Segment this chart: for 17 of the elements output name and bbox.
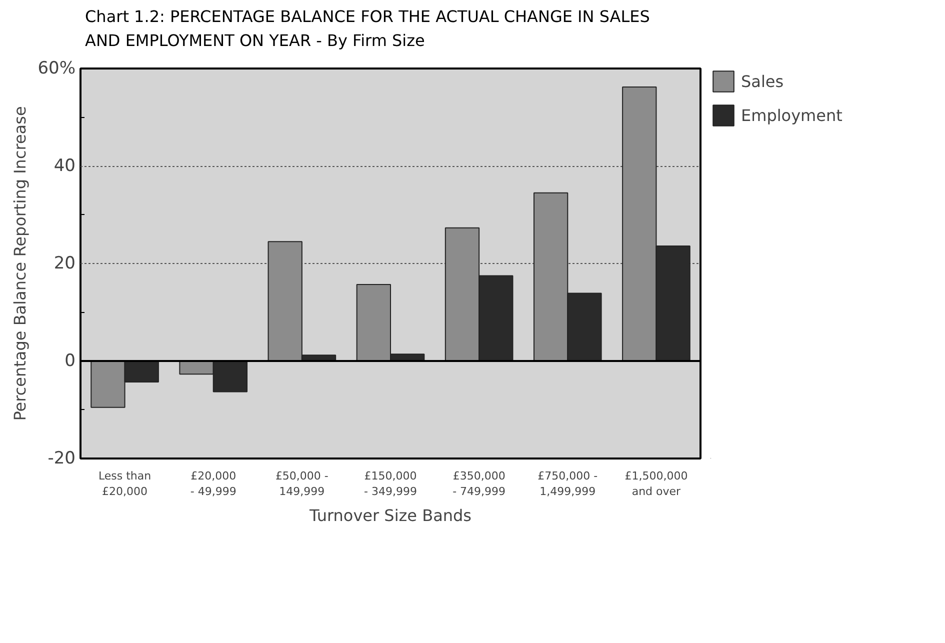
legend-label: Sales: [741, 72, 784, 90]
x-tick-label: £350,000 - 749,999: [452, 470, 506, 498]
y-tick-label: 60%: [38, 58, 76, 78]
x-tick-label: £150,000 - 349,999: [364, 470, 417, 498]
y-tick-label: 0: [64, 351, 76, 371]
y-axis-title: Percentage Balance Reporting Increase: [10, 106, 30, 421]
x-axis-title: Turnover Size Bands: [308, 506, 472, 526]
legend-label: Employment: [741, 106, 842, 124]
x-tick-label: £20,000 - 49,999: [190, 470, 236, 498]
x-tick-label: £50,000 - 149,999: [275, 470, 328, 498]
x-tick-label: £1,500,000 and over: [624, 470, 688, 498]
x-tick-label: £750,000 - 1,499,999: [538, 470, 598, 498]
y-tick-label: 20: [54, 254, 76, 274]
x-tick-label: Less than £20,000: [98, 470, 152, 498]
y-tick-label: -20: [48, 448, 76, 468]
y-tick-label: 40: [54, 156, 76, 176]
chart-title: Chart 1.2: PERCENTAGE BALANCE FOR THE ACTUAL CHANGE IN SALES AND EMPLOYMENT ON YEAR - By Firm Size: [84, 6, 650, 52]
